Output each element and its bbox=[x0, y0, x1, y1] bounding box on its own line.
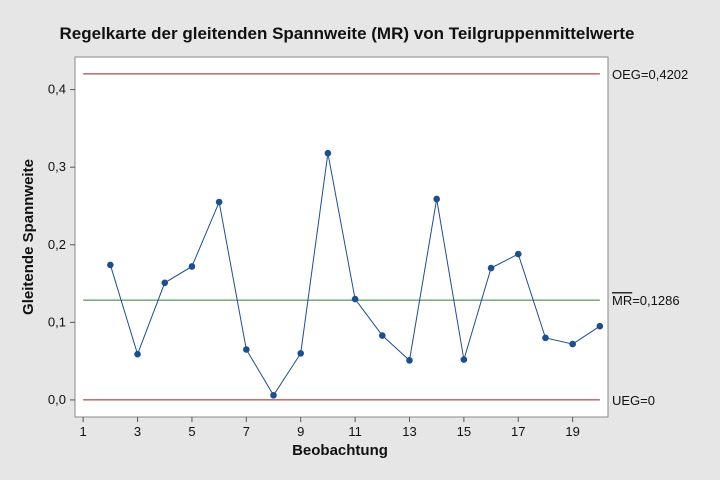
data-point bbox=[351, 295, 359, 303]
x-tick-label: 9 bbox=[297, 424, 304, 439]
x-tick-label: 15 bbox=[457, 424, 471, 439]
data-point bbox=[188, 263, 196, 270]
mr-label: MR=0,1286 bbox=[612, 293, 680, 308]
data-series bbox=[107, 149, 604, 399]
data-point bbox=[569, 340, 576, 348]
data-point bbox=[406, 357, 413, 364]
control-limit-lines bbox=[83, 73, 600, 401]
data-point bbox=[297, 350, 305, 357]
data-point bbox=[460, 356, 468, 363]
x-tick-label: 3 bbox=[134, 424, 141, 439]
x-tick-label: 5 bbox=[188, 424, 195, 439]
data-point bbox=[215, 198, 223, 206]
data-point bbox=[161, 279, 169, 287]
y-axis-label: Gleitende Spannweite bbox=[20, 159, 37, 315]
x-tick-label: 17 bbox=[511, 424, 525, 439]
control-limit-labels: OEG=0,4202 MR=0,1286 UEG=0 bbox=[612, 67, 688, 408]
x-tick-label: 7 bbox=[243, 424, 250, 439]
y-tick-label: 0,0 bbox=[48, 392, 66, 407]
y-tick-label: 0,3 bbox=[48, 159, 66, 174]
plot-area bbox=[74, 56, 609, 418]
x-axis-label: Beobachtung bbox=[292, 442, 388, 459]
data-point bbox=[596, 322, 604, 330]
x-tick-label: 19 bbox=[565, 424, 579, 439]
data-point bbox=[324, 149, 332, 157]
y-tick-label: 0,1 bbox=[48, 314, 66, 329]
y-tick-label: 0,4 bbox=[48, 82, 66, 97]
ueg-label: UEG=0 bbox=[612, 393, 655, 408]
data-point bbox=[514, 250, 522, 258]
data-point bbox=[107, 261, 114, 269]
x-tick-label: 1 bbox=[80, 424, 87, 439]
x-tick-label: 13 bbox=[402, 424, 416, 439]
x-tick-label: 11 bbox=[348, 424, 362, 439]
chart-title: Regelkarte der gleitenden Spannweite (MR… bbox=[60, 24, 635, 43]
data-point bbox=[378, 332, 386, 339]
data-point bbox=[542, 334, 549, 342]
y-tick-label: 0,2 bbox=[48, 237, 66, 252]
y-axis: 0,0 0,1 0,2 0,3 0,4 bbox=[48, 82, 75, 407]
oeg-label: OEG=0,4202 bbox=[612, 67, 688, 82]
data-point bbox=[487, 264, 495, 272]
data-point bbox=[433, 195, 440, 203]
data-point bbox=[243, 346, 250, 353]
data-point bbox=[134, 350, 141, 358]
x-axis: 1 3 5 7 9 11 13 15 17 19 bbox=[80, 417, 580, 439]
data-point bbox=[270, 391, 277, 399]
